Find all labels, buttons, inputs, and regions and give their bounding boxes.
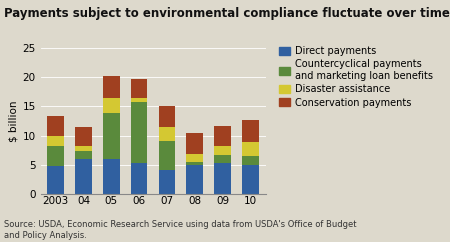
Bar [186,153,203,162]
Bar [214,163,231,194]
Bar [103,159,120,194]
Bar [242,156,259,165]
Bar [242,142,259,156]
Bar [158,170,175,194]
Bar [214,126,231,146]
Bar [47,136,64,146]
Bar [75,151,92,159]
Bar [75,146,92,151]
Bar [47,146,64,166]
Bar [47,116,64,136]
Bar [186,165,203,194]
Bar [103,76,120,98]
Bar [158,141,175,170]
Bar [186,133,203,153]
Bar [131,79,148,98]
Bar [242,165,259,194]
Bar [242,120,259,142]
Text: Source: USDA, Economic Research Service using data from USDA's Office of Budget
: Source: USDA, Economic Research Service … [4,220,357,240]
Bar [47,166,64,194]
Bar [214,146,231,155]
Legend: Direct payments, Countercyclical payments
and marketing loan benefits, Disaster : Direct payments, Countercyclical payment… [279,46,433,108]
Bar [158,106,175,127]
Bar [214,155,231,163]
Bar [186,162,203,165]
Bar [103,113,120,159]
Bar [131,98,148,102]
Text: Payments subject to environmental compliance fluctuate over time: Payments subject to environmental compli… [4,7,450,20]
Bar [103,98,120,113]
Bar [131,163,148,194]
Bar [158,127,175,141]
Bar [131,102,148,163]
Bar [75,127,92,146]
Bar [75,159,92,194]
Y-axis label: $ billion: $ billion [8,100,18,142]
